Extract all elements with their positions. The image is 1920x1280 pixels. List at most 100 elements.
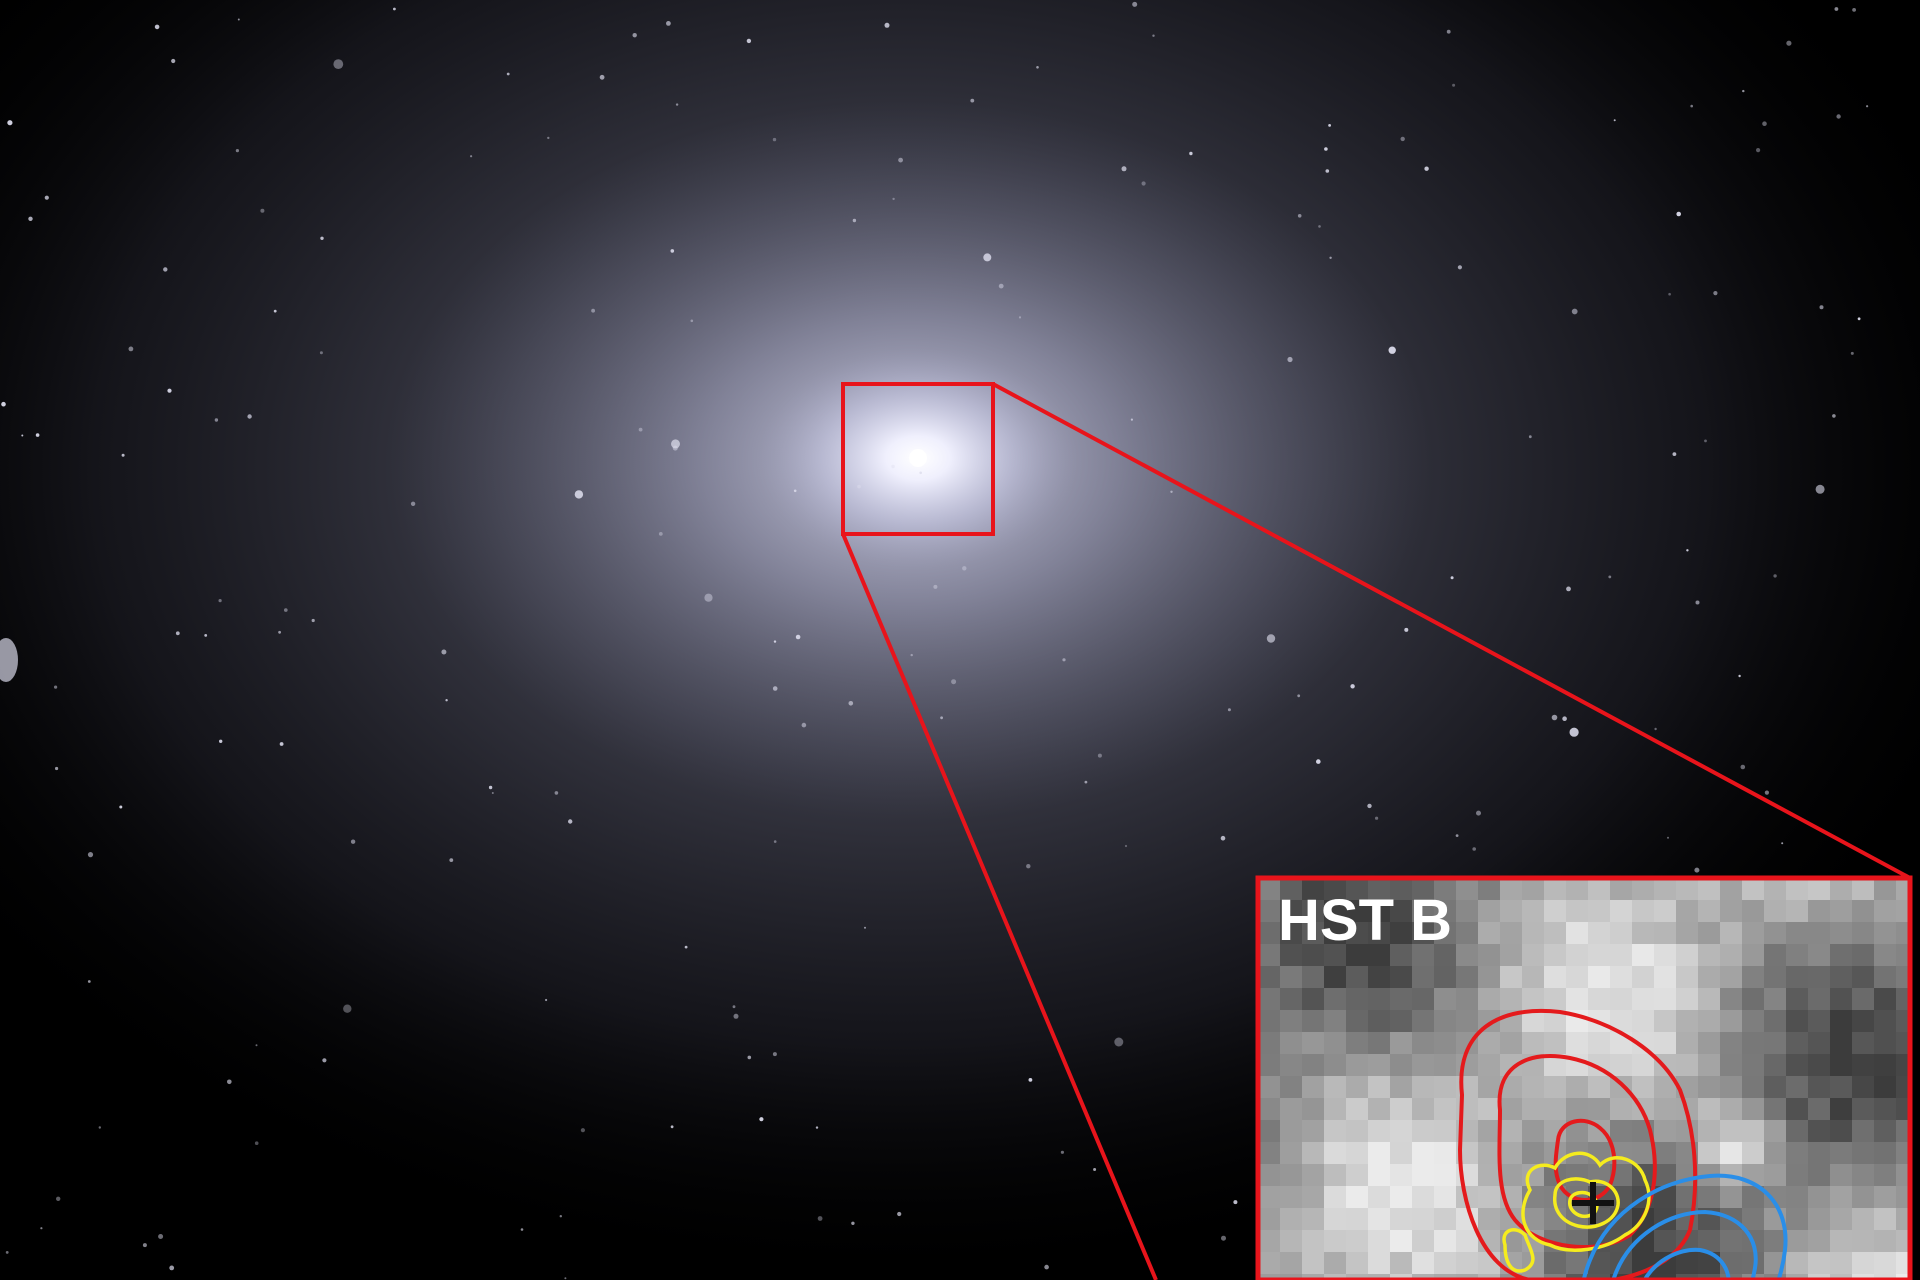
inset-pixel [1368, 922, 1390, 944]
star [1690, 104, 1693, 108]
inset-pixel [1874, 988, 1896, 1010]
inset-pixel [1434, 1230, 1456, 1252]
star [983, 253, 992, 262]
inset-pixel [1852, 1076, 1874, 1098]
star [704, 593, 713, 602]
star [1227, 708, 1231, 712]
inset-pixel [1632, 1054, 1654, 1076]
inset-pixel [1588, 1076, 1610, 1098]
inset-pixel [1786, 1208, 1808, 1230]
inset-pixel [1786, 1032, 1808, 1054]
inset-pixel [1280, 900, 1302, 922]
inset-pixel [1456, 878, 1478, 900]
star [44, 195, 49, 200]
inset-pixel [1302, 1032, 1324, 1054]
inset-pixel [1566, 1076, 1588, 1098]
zoom-box [841, 382, 995, 536]
inset-pixel [1654, 1032, 1676, 1054]
inset-pixel [1786, 944, 1808, 966]
inset-pixel [1456, 1274, 1478, 1280]
inset-pixel [1302, 1120, 1324, 1142]
inset-pixel [1280, 988, 1302, 1010]
inset-pixel [1500, 988, 1522, 1010]
inset-pixel [1434, 1054, 1456, 1076]
inset-pixel [1346, 988, 1368, 1010]
star [1287, 356, 1293, 363]
star [919, 471, 922, 475]
inset-pixel [1610, 1120, 1632, 1142]
inset-pixel [1654, 1186, 1676, 1208]
star [892, 197, 895, 201]
star [247, 414, 252, 419]
inset-pixel [1698, 900, 1720, 922]
inset-pixel [1896, 1142, 1910, 1164]
inset-pixel [1258, 1098, 1280, 1120]
inset-pixel [1544, 900, 1566, 922]
star [260, 208, 265, 213]
inset-pixel [1808, 1208, 1830, 1230]
inset-pixel [1742, 1142, 1764, 1164]
star [638, 427, 643, 432]
inset-pixel [1698, 878, 1720, 900]
inset-pixel [1698, 1274, 1720, 1280]
inset-pixel [1830, 1098, 1852, 1120]
inset-pixel [1346, 1032, 1368, 1054]
inset-pixel [1874, 1010, 1896, 1032]
inset-pixel [1500, 1098, 1522, 1120]
zoom-connector-bottom [841, 533, 1158, 1280]
inset-pixel [1654, 1010, 1676, 1032]
star [214, 418, 219, 422]
inset-pixel [1852, 1252, 1874, 1274]
blue-contour-inner [1642, 1247, 1731, 1280]
inset-pixel [1786, 1010, 1808, 1032]
yellow-contour-inner [1568, 1190, 1599, 1219]
inset-pixel [1456, 922, 1478, 944]
inset-pixel [1324, 1208, 1346, 1230]
star [441, 649, 447, 655]
star [1695, 600, 1700, 605]
star [940, 716, 943, 720]
red-contour-middle [1497, 1053, 1657, 1249]
star [1667, 836, 1669, 839]
inset-pixel [1500, 1274, 1522, 1280]
star [933, 584, 938, 589]
inset-pixel [1478, 878, 1500, 900]
inset-pixel [1830, 1230, 1852, 1252]
inset-pixel [1764, 1098, 1786, 1120]
inset-pixel [1346, 966, 1368, 988]
star [445, 699, 448, 702]
inset-pixel [1280, 1186, 1302, 1208]
inset-pixel [1830, 1274, 1852, 1280]
inset-pixel [1302, 1274, 1324, 1280]
inset-pixel [1720, 1032, 1742, 1054]
star [1452, 83, 1456, 87]
inset-pixel [1808, 1032, 1830, 1054]
star [1694, 867, 1700, 873]
star [1375, 816, 1379, 820]
star [284, 608, 288, 612]
inset-pixel [1610, 1098, 1632, 1120]
inset-pixel [1698, 1142, 1720, 1164]
inset-pixel [1522, 922, 1544, 944]
inset-pixel [1698, 1054, 1720, 1076]
inset-pixel [1874, 1164, 1896, 1186]
inset-pixel [1852, 1274, 1874, 1280]
star [56, 1196, 61, 1202]
inset-pixel [1786, 966, 1808, 988]
inset-pixel [1302, 878, 1324, 900]
inset-pixel [1544, 966, 1566, 988]
star [1476, 810, 1481, 816]
inset-pixel [1874, 1076, 1896, 1098]
star [40, 1227, 43, 1230]
inset-pixel [1544, 1274, 1566, 1280]
inset-pixel [1346, 922, 1368, 944]
inset-pixel [1544, 1252, 1566, 1274]
inset-pixel [1896, 1274, 1910, 1280]
inset-pixel [1434, 1252, 1456, 1274]
inset-pixel [1896, 1054, 1910, 1076]
inset-pixel [1720, 1230, 1742, 1252]
inset-pixel [1830, 1032, 1852, 1054]
star [1668, 292, 1671, 296]
inset-pixel [1390, 1252, 1412, 1274]
